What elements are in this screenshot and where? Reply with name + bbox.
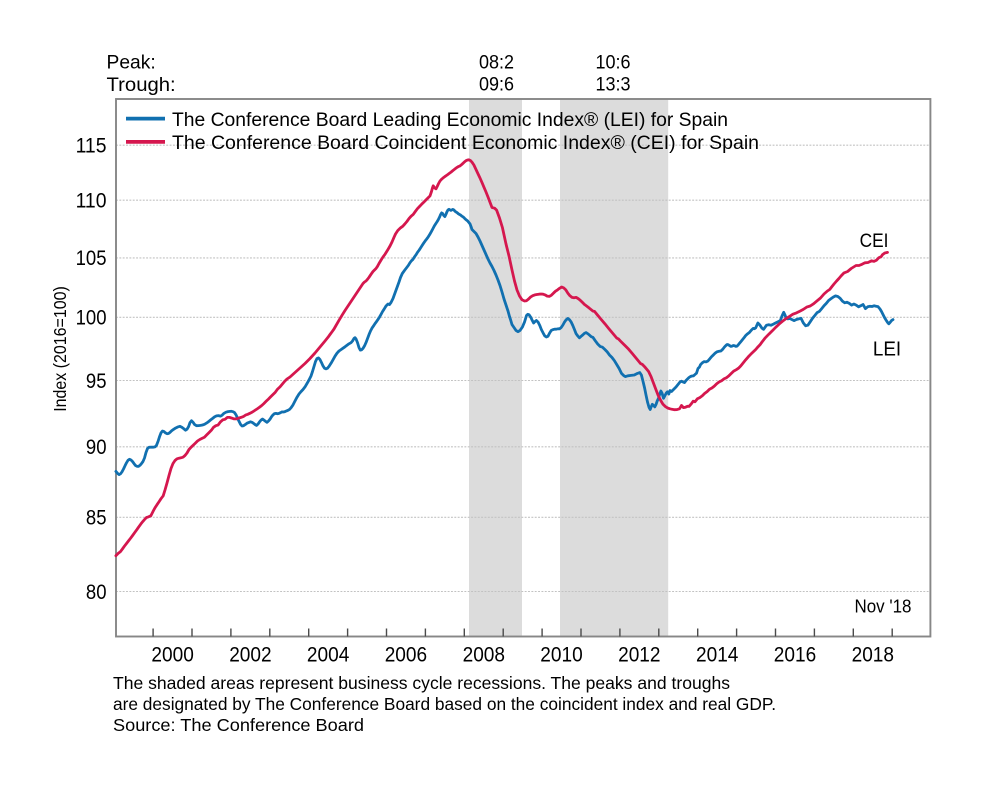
svg-text:2012: 2012 — [618, 644, 660, 667]
svg-text:08:2: 08:2 — [479, 52, 514, 74]
svg-text:85: 85 — [86, 507, 107, 530]
svg-text:2002: 2002 — [229, 644, 271, 667]
svg-text:2010: 2010 — [540, 644, 582, 667]
svg-text:Index (2016=100): Index (2016=100) — [50, 286, 70, 412]
svg-text:100: 100 — [76, 307, 107, 330]
svg-text:LEI: LEI — [873, 339, 901, 361]
svg-text:110: 110 — [76, 190, 107, 213]
svg-text:90: 90 — [86, 436, 107, 459]
svg-text:09:6: 09:6 — [479, 74, 514, 96]
svg-text:The shaded areas represent bus: The shaded areas represent business cycl… — [113, 673, 730, 693]
svg-text:2018: 2018 — [852, 644, 894, 667]
svg-text:10:6: 10:6 — [596, 52, 631, 74]
svg-text:105: 105 — [76, 247, 107, 270]
svg-text:95: 95 — [86, 370, 107, 393]
svg-text:Trough:: Trough: — [107, 74, 176, 96]
svg-text:2008: 2008 — [463, 644, 505, 667]
svg-text:The Conference Board Coinciden: The Conference Board Coincident Economic… — [172, 132, 759, 154]
svg-text:The Conference Board Leading E: The Conference Board Leading Economic In… — [172, 109, 728, 131]
svg-text:2006: 2006 — [385, 644, 427, 667]
svg-text:2004: 2004 — [307, 644, 350, 667]
svg-text:2000: 2000 — [151, 644, 193, 667]
svg-text:Peak:: Peak: — [107, 52, 156, 74]
svg-text:are designated by The Conferen: are designated by The Conference Board b… — [113, 694, 776, 714]
svg-text:2016: 2016 — [774, 644, 816, 667]
svg-text:CEI: CEI — [860, 230, 889, 252]
svg-text:Source: The Conference Board: Source: The Conference Board — [113, 715, 364, 735]
svg-text:13:3: 13:3 — [596, 74, 631, 96]
svg-text:Nov '18: Nov '18 — [855, 596, 912, 617]
svg-text:2014: 2014 — [696, 644, 739, 667]
svg-text:80: 80 — [86, 581, 107, 604]
svg-text:115: 115 — [76, 135, 107, 158]
